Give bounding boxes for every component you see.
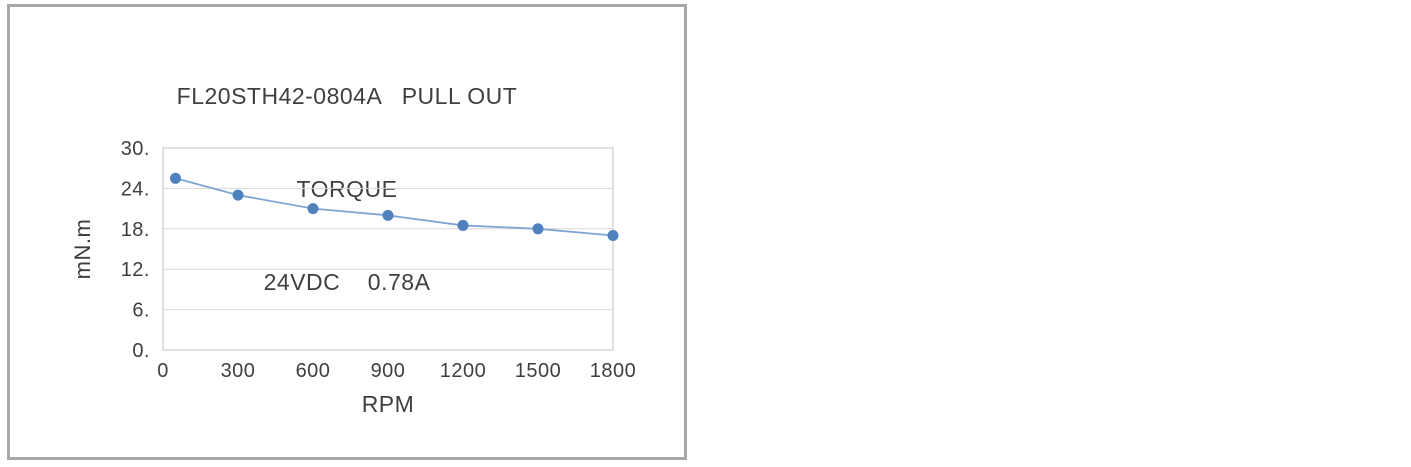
y-tick-label: 18. <box>121 219 150 241</box>
torque-chart-frame: FL20STH42-0804A PULL OUT TORQUE 24VDC 0.… <box>7 4 687 460</box>
torque-chart-svg: 0. 6. 12. 18. 24. 30. 0 300 600 900 1200 1500 1800 mN… <box>70 138 637 417</box>
y-tick-label: 0. <box>132 340 150 362</box>
chart-title-line-1: FL20STH42-0804A PULL OUT <box>176 83 518 109</box>
plot-border <box>162 147 614 351</box>
x-tick-label: 1800 <box>590 360 637 382</box>
data-point-marker <box>170 172 181 184</box>
y-axis-title: mN.m <box>70 219 95 280</box>
y-tick-label: 12. <box>121 259 150 281</box>
data-point-marker <box>307 203 319 215</box>
data-point-marker <box>382 209 394 221</box>
x-tick-label: 0 <box>157 360 169 382</box>
data-point-marker <box>532 223 544 235</box>
data-point-marker <box>607 230 619 242</box>
data-point-marker <box>232 189 244 201</box>
y-tick-label: 6. <box>132 300 150 322</box>
x-tick-label: 900 <box>371 360 406 382</box>
x-tick-label: 1500 <box>515 360 562 382</box>
chart-title: FL20STH42-0804A PULL OUT TORQUE 24VDC 0.… <box>10 19 684 360</box>
torque-line <box>175 177 614 237</box>
y-tick-label: 30. <box>121 138 150 160</box>
chart-title-line-3: 24VDC 0.78A <box>263 269 431 295</box>
x-tick-label: 600 <box>296 360 331 382</box>
data-point-marker <box>457 219 469 231</box>
y-tick-label: 24. <box>121 178 150 200</box>
x-axis-title: RPM <box>362 391 415 417</box>
x-tick-label: 1200 <box>440 360 487 382</box>
chart-title-line-2: TORQUE <box>296 176 398 202</box>
x-tick-label: 300 <box>221 360 256 382</box>
